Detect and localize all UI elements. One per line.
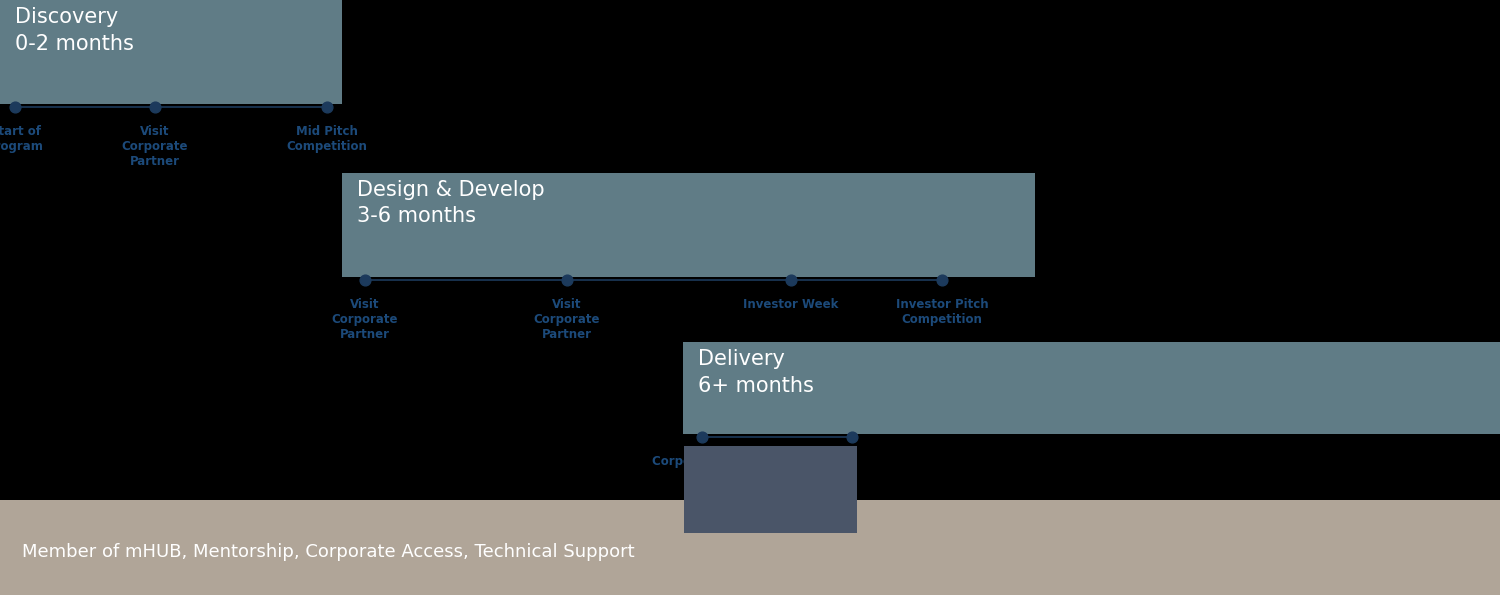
Point [3, 102, 27, 112]
Text: Visit
Corporate
Partner: Visit Corporate Partner [332, 298, 398, 340]
Bar [682, 342, 1500, 434]
Text: Investor Week: Investor Week [742, 298, 839, 311]
Bar [342, 173, 1035, 277]
Text: Investor Pitch
Competition: Investor Pitch Competition [896, 298, 989, 325]
Text: MedTech
Launches: MedTech Launches [724, 466, 816, 513]
Point [142, 102, 166, 112]
Text: Discovery
0-2 months: Discovery 0-2 months [15, 7, 134, 54]
Text: Visit
Corporate
Partner: Visit Corporate Partner [534, 298, 600, 340]
Bar [0, 500, 1500, 595]
Point [315, 102, 339, 112]
Text: Start of
Program: Start of Program [0, 125, 44, 153]
Point [555, 275, 579, 284]
Text: Delivery
6+ months: Delivery 6+ months [698, 349, 813, 396]
Bar [684, 446, 856, 533]
Text: Member of mHUB, Mentorship, Corporate Access, Technical Support: Member of mHUB, Mentorship, Corporate Ac… [22, 543, 634, 561]
Point [930, 275, 954, 284]
Point [352, 275, 376, 284]
Text: Visit
Corporate
Partner: Visit Corporate Partner [122, 125, 188, 168]
Bar [0, 0, 342, 104]
Point [840, 433, 864, 442]
Point [778, 275, 802, 284]
Text: Corporate Pilot: Corporate Pilot [651, 455, 753, 468]
Point [690, 433, 714, 442]
Text: Mid Pitch
Competition: Mid Pitch Competition [286, 125, 368, 153]
Text: Design & Develop
3-6 months: Design & Develop 3-6 months [357, 180, 544, 226]
